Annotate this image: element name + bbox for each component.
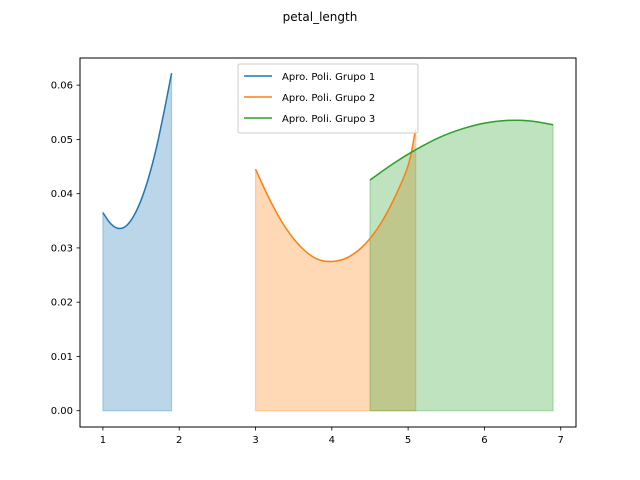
series-line-3 xyxy=(369,119,554,181)
x-tick-label: 7 xyxy=(558,435,564,446)
legend-box xyxy=(237,63,419,134)
series-lines xyxy=(102,73,554,263)
y-tick-label: 0.00 xyxy=(51,406,73,417)
y-axis: 0.00 0.01 0.02 0.03 0.04 0.05 0.06 xyxy=(51,81,80,417)
y-tick-label: 0.03 xyxy=(51,243,73,254)
legend: Apro. Poli. Grupo 1 Apro. Poli. Grupo 2 Ap… xyxy=(237,63,419,134)
x-tick-label: 2 xyxy=(176,435,182,446)
series-line-1 xyxy=(102,73,173,230)
x-tick-label: 6 xyxy=(481,435,487,446)
x-tick-label: 4 xyxy=(329,435,335,446)
y-tick-label: 0.04 xyxy=(51,189,73,200)
legend-label: Apro. Poli. Grupo 1 xyxy=(282,72,375,83)
series-line-2 xyxy=(254,128,417,263)
plot-frame xyxy=(79,57,577,428)
y-tick-label: 0.01 xyxy=(51,352,73,363)
series-fills xyxy=(102,73,554,412)
y-tick-label: 0.05 xyxy=(51,135,73,146)
series-area-3 xyxy=(369,119,554,412)
x-tick-label: 3 xyxy=(252,435,258,446)
chart-title: petal_length xyxy=(283,10,358,24)
y-tick-label: 0.06 xyxy=(51,81,73,92)
legend-label: Apro. Poli. Grupo 2 xyxy=(282,93,375,104)
x-axis: 1 2 3 4 5 6 7 xyxy=(100,427,564,446)
y-tick-label: 0.02 xyxy=(51,298,73,309)
x-tick-label: 5 xyxy=(405,435,411,446)
x-tick-label: 1 xyxy=(100,435,106,446)
legend-label: Apro. Poli. Grupo 3 xyxy=(282,114,375,125)
